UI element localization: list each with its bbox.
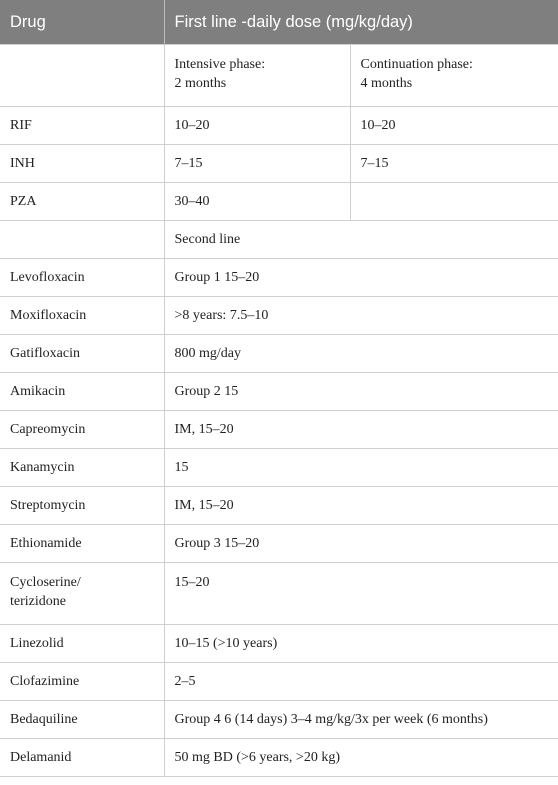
table-row: INH 7–15 7–15 — [0, 144, 558, 183]
intensive-dose: 7–15 — [163, 144, 350, 183]
daily-dose: 15 — [163, 448, 558, 487]
daily-dose: Group 2 15 — [163, 372, 558, 411]
table-row: Cycloserine/terizidone 15–20 — [0, 562, 558, 625]
drug-name: Amikacin — [0, 372, 164, 411]
drug-name: Gatifloxacin — [0, 334, 164, 373]
daily-dose: IM, 15–20 — [163, 486, 558, 525]
second-line-row: Second line — [0, 220, 558, 259]
intensive-dose: 10–20 — [163, 106, 350, 145]
continuation-dose: 10–20 — [349, 106, 558, 145]
drug-name: Levofloxacin — [0, 258, 164, 297]
drug-name: INH — [0, 144, 164, 183]
drug-name: PZA — [0, 182, 164, 221]
table-row: Moxifloxacin >8 years: 7.5–10 — [0, 296, 558, 335]
drug-name: Linezolid — [0, 624, 164, 663]
daily-dose: >8 years: 7.5–10 — [163, 296, 558, 335]
intensive-phase-cell: Intensive phase: 2 months — [163, 44, 350, 107]
drug-name: Cycloserine/terizidone — [0, 562, 164, 625]
header-row: Drug First line -daily dose (mg/kg/day) — [0, 0, 558, 45]
table-row: PZA 30–40 — [0, 182, 558, 221]
table-row: Clofazimine 2–5 — [0, 662, 558, 701]
drug-name-line: terizidone — [10, 594, 66, 609]
drug-name-line: Cycloserine/ — [10, 575, 81, 590]
table-row: Gatifloxacin 800 mg/day — [0, 334, 558, 373]
drug-name: RIF — [0, 106, 164, 145]
drug-name: Capreomycin — [0, 410, 164, 449]
table-row: Delamanid 50 mg BD (>6 years, >20 kg) — [0, 738, 558, 777]
phase-row: Intensive phase: 2 months Continuation ph… — [0, 44, 558, 107]
daily-dose: 15–20 — [163, 562, 558, 625]
daily-dose: Group 3 15–20 — [163, 524, 558, 563]
table-row: Levofloxacin Group 1 15–20 — [0, 258, 558, 297]
drug-name: Kanamycin — [0, 448, 164, 487]
table-row: Ethionamide Group 3 15–20 — [0, 524, 558, 563]
drug-name: Streptomycin — [0, 486, 164, 525]
daily-dose: 800 mg/day — [163, 334, 558, 373]
table-row: RIF 10–20 10–20 — [0, 106, 558, 145]
empty-cell — [0, 44, 164, 107]
table-row: Bedaquiline Group 4 6 (14 days) 3–4 mg/k… — [0, 700, 558, 739]
continuation-dose — [349, 182, 558, 221]
intensive-dose: 30–40 — [163, 182, 350, 221]
table-row: Kanamycin 15 — [0, 448, 558, 487]
daily-dose: 10–15 (>10 years) — [163, 624, 558, 663]
intensive-phase-label: Intensive phase: — [174, 57, 266, 72]
daily-dose: Group 1 15–20 — [163, 258, 558, 297]
continuation-phase-duration: 4 months — [360, 76, 413, 91]
daily-dose: IM, 15–20 — [163, 410, 558, 449]
table-row: Amikacin Group 2 15 — [0, 372, 558, 411]
drug-name: Delamanid — [0, 738, 164, 777]
drug-name: Clofazimine — [0, 662, 164, 701]
table-row: Capreomycin IM, 15–20 — [0, 410, 558, 449]
drug-name: Ethionamide — [0, 524, 164, 563]
daily-dose: 2–5 — [163, 662, 558, 701]
intensive-phase-duration: 2 months — [174, 76, 227, 91]
daily-dose: Group 4 6 (14 days) 3–4 mg/kg/3x per wee… — [163, 700, 558, 739]
continuation-phase-label: Continuation phase: — [360, 57, 473, 72]
continuation-dose: 7–15 — [349, 144, 558, 183]
table-row: Streptomycin IM, 15–20 — [0, 486, 558, 525]
dose-column-header: First line -daily dose (mg/kg/day) — [163, 0, 558, 45]
daily-dose: 50 mg BD (>6 years, >20 kg) — [163, 738, 558, 777]
drug-name: Bedaquiline — [0, 700, 164, 739]
table-row: Linezolid 10–15 (>10 years) — [0, 624, 558, 663]
second-line-label: Second line — [163, 220, 558, 259]
continuation-phase-cell: Continuation phase: 4 months — [349, 44, 558, 107]
drug-name: Moxifloxacin — [0, 296, 164, 335]
drug-column-header: Drug — [0, 0, 164, 45]
empty-cell — [0, 220, 164, 259]
